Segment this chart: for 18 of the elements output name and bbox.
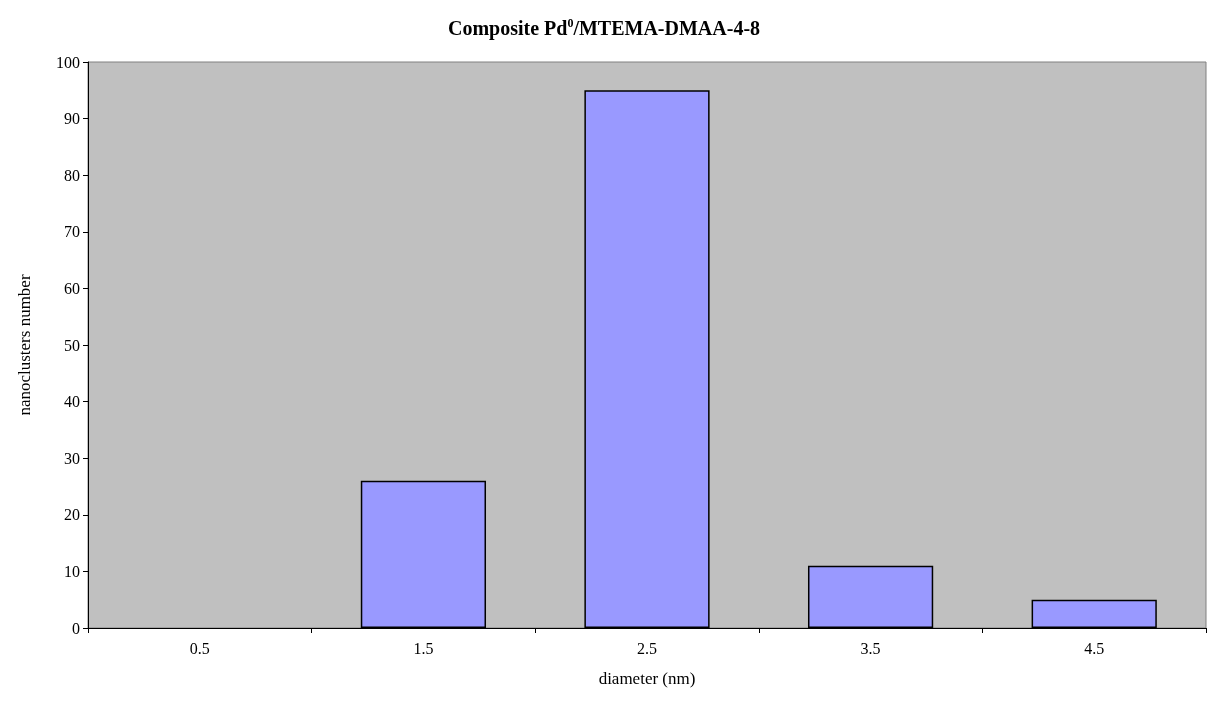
y-tick-label: 40	[64, 393, 80, 411]
y-tick-label: 80	[64, 166, 80, 184]
x-tick-label: 2.5	[637, 639, 657, 657]
y-tick-label: 50	[64, 336, 80, 354]
y-tick-label: 60	[64, 279, 80, 297]
y-tick-label: 90	[64, 110, 80, 128]
x-tick-label: 4.5	[1084, 639, 1105, 657]
x-tick-label: 0.5	[189, 639, 210, 657]
y-tick-label: 10	[64, 562, 80, 580]
y-tick-label: 20	[64, 506, 80, 524]
y-axis-title: nanoclusters number	[15, 274, 34, 416]
x-tick-label: 1.5	[413, 639, 434, 657]
x-tick-label: 3.5	[860, 639, 881, 657]
x-axis-title: diameter (nm)	[598, 669, 696, 688]
y-tick-label: 30	[64, 449, 80, 467]
y-tick-label: 100	[56, 53, 80, 71]
y-tick-label: 0	[72, 619, 80, 637]
y-tick-label: 70	[64, 223, 80, 241]
